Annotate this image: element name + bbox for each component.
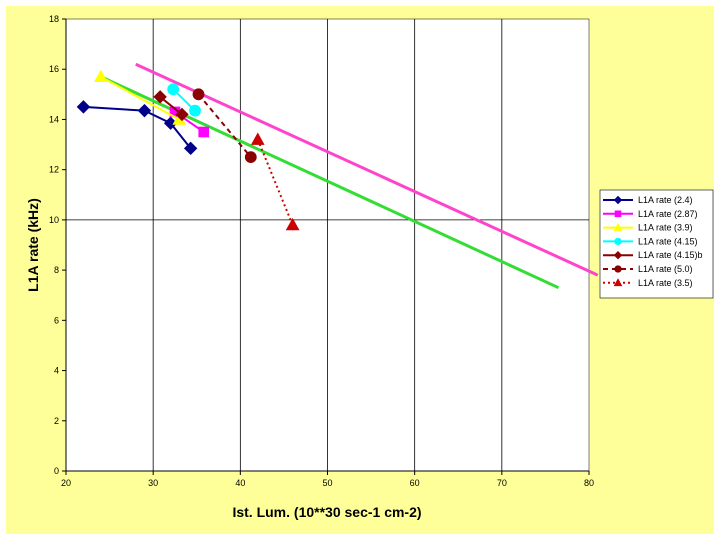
legend-label: L1A rate (4.15)b [638,250,703,260]
y-tick-label: 10 [49,215,59,225]
x-axis-title: Ist. Lum. (10**30 sec-1 cm-2) [232,504,421,520]
x-tick-label: 70 [497,478,507,488]
x-tick-label: 20 [61,478,71,488]
y-tick-label: 2 [54,416,59,426]
y-tick-label: 6 [54,315,59,325]
legend-swatch-marker [614,237,622,246]
y-tick-label: 0 [54,466,59,476]
y-tick-label: 14 [49,114,59,124]
legend: L1A rate (2.4) L1A rate (2.87) L1A rate (3… [599,189,714,299]
legend-swatch-marker [614,210,622,218]
series-line [197,93,252,158]
y-axis-title: L1A rate (kHz) [25,198,41,292]
legend-swatch-marker [614,265,622,273]
data-point [189,104,201,117]
grid-layer [66,19,589,471]
y-tick-label: 18 [49,14,59,24]
legend-swatch-marker [613,195,623,205]
y-tick-label: 12 [49,165,59,175]
series-layer [76,69,300,231]
data-point [94,69,108,83]
trend-line [135,62,599,277]
data-point [244,151,257,164]
y-tick-label: 16 [49,64,59,74]
series-line [100,75,180,121]
y-tick-label: 8 [54,265,59,275]
x-tick-label: 60 [410,478,420,488]
series-line [256,139,294,226]
legend-swatch-marker [613,278,623,287]
legend-swatch-marker [613,250,623,260]
legend-label: L1A rate (2.4) [638,195,693,205]
x-tick-label: 40 [235,478,245,488]
series-line [83,105,192,149]
legend-label: L1A rate (4.15) [638,236,698,246]
data-point [153,90,167,104]
legend-swatch-marker [613,223,623,231]
legend-label: L1A rate (2.87) [638,209,698,219]
data-point [137,103,152,118]
axes-layer: 20 30 40 50 60 70 80 0 2 4 6 8 10 12 14 16 18 [49,14,594,488]
x-tick-label: 30 [148,478,158,488]
data-point [175,107,189,122]
data-point [198,126,210,138]
data-point [167,83,180,96]
data-point [192,88,205,101]
data-point [183,141,198,156]
legend-label: L1A rate (3.5) [638,278,693,288]
x-tick-label: 50 [322,478,332,488]
legend-label: L1A rate (5.0) [638,264,693,274]
legend-label: L1A rate (3.9) [638,223,693,233]
y-tick-label: 4 [54,366,59,376]
data-point [285,217,300,231]
data-point [76,100,91,114]
x-tick-label: 80 [584,478,594,488]
data-point [250,132,265,145]
